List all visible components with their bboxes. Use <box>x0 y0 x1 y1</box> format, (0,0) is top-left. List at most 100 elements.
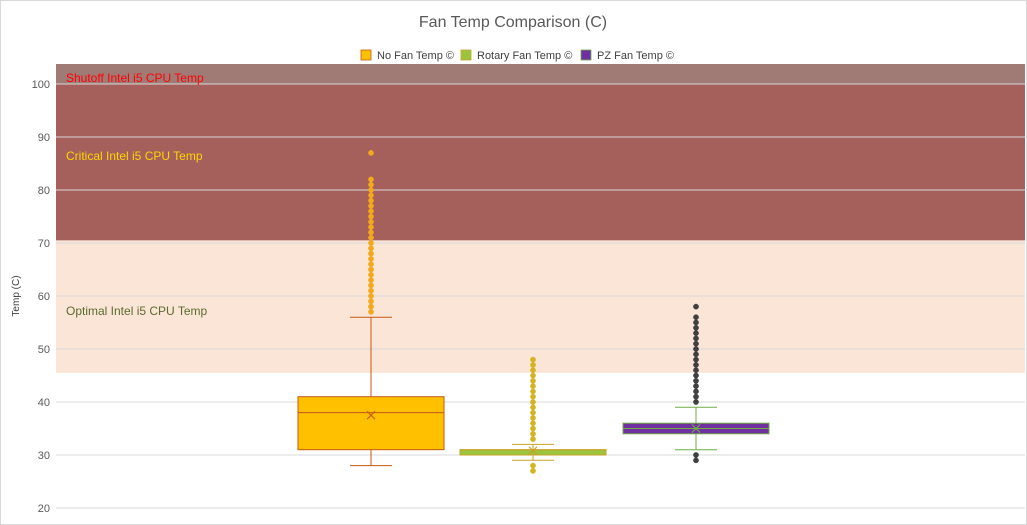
outlier-point <box>693 399 699 405</box>
outlier-point <box>693 372 699 379</box>
outlier-point <box>368 266 374 273</box>
outlier-point <box>530 404 536 411</box>
outlier-point <box>530 420 536 427</box>
band-2 <box>56 64 1025 84</box>
outlier-point <box>693 314 699 321</box>
outlier-point <box>530 399 536 405</box>
outlier-point <box>368 303 374 310</box>
legend: No Fan Temp © Rotary Fan Temp © PZ Fan Tem… <box>360 49 674 62</box>
band-0 <box>56 240 1025 373</box>
outlier-point <box>368 287 374 294</box>
outlier-point <box>530 425 536 432</box>
legend-label-2: PZ Fan Temp © <box>597 50 674 62</box>
y-tick-label-30: 30 <box>38 450 50 462</box>
outlier-point <box>530 383 536 389</box>
outlier-point <box>693 346 699 352</box>
mean-marker <box>366 410 376 420</box>
temperature-bands <box>56 64 1025 373</box>
y-tick-label-60: 60 <box>38 291 50 303</box>
outlier-point <box>368 197 374 204</box>
outlier-point <box>693 383 699 389</box>
legend-label-0: No Fan Temp © <box>377 50 454 62</box>
band-label-0: Optimal Intel i5 CPU Temp <box>66 304 207 318</box>
box-series-2 <box>622 303 770 464</box>
box-series-0 <box>297 150 445 467</box>
outlier-point <box>530 409 536 416</box>
outlier-point <box>530 468 536 474</box>
band-1 <box>56 84 1025 241</box>
outlier-point <box>368 234 374 241</box>
legend-swatch-0 <box>360 49 372 61</box>
outlier-point <box>693 330 699 336</box>
box-series <box>297 150 770 474</box>
outlier-point <box>530 362 536 368</box>
outlier-point <box>368 271 374 278</box>
outlier-point <box>368 256 374 262</box>
outlier-point <box>530 462 536 469</box>
outlier-point <box>368 245 374 252</box>
outlier-point <box>530 367 536 374</box>
legend-swatch-2 <box>580 49 592 61</box>
y-tick-label-20: 20 <box>38 503 50 515</box>
outlier-point <box>693 388 699 395</box>
outlier-point <box>368 192 374 199</box>
outlier-point <box>693 335 699 342</box>
outlier-point <box>368 187 374 193</box>
outlier-point <box>368 229 374 236</box>
outlier-point <box>693 367 699 374</box>
outlier-point <box>368 250 374 257</box>
outlier-point <box>368 203 374 209</box>
mean-marker <box>528 446 538 456</box>
outlier-point <box>368 150 374 156</box>
outlier-point <box>368 240 374 246</box>
outlier-point <box>530 430 536 437</box>
outlier-point <box>693 377 699 384</box>
legend-swatch-1 <box>460 49 472 61</box>
outlier-point <box>530 436 536 442</box>
outlier-point <box>693 351 699 358</box>
box-series-1 <box>459 356 607 474</box>
outlier-point <box>368 261 374 268</box>
y-tick-label-90: 90 <box>38 132 50 144</box>
outlier-point <box>693 362 699 368</box>
outlier-point <box>530 415 536 421</box>
band-label-1: Critical Intel i5 CPU Temp <box>66 149 203 163</box>
outlier-point <box>368 176 374 183</box>
outlier-point <box>368 309 374 315</box>
outlier-point <box>530 393 536 400</box>
outlier-point <box>368 181 374 188</box>
box-body <box>297 396 445 451</box>
outlier-point <box>368 282 374 289</box>
outlier-point <box>368 218 374 225</box>
outlier-point <box>368 298 374 305</box>
mean-marker <box>691 424 701 433</box>
y-tick-label-70: 70 <box>38 238 50 250</box>
outlier-point <box>693 303 699 310</box>
band-label-2: Shutoff Intel i5 CPU Temp <box>66 71 204 85</box>
outlier-point <box>693 324 699 331</box>
outlier-point <box>368 224 374 230</box>
outlier-point <box>693 340 699 347</box>
outlier-point <box>693 452 699 458</box>
outlier-point <box>530 356 536 363</box>
outlier-point <box>530 377 536 384</box>
y-tick-label-40: 40 <box>38 397 50 409</box>
chart-title: Fan Temp Comparison (C) <box>419 14 607 31</box>
outlier-point <box>693 457 699 464</box>
outlier-point <box>368 293 374 299</box>
outlier-point <box>530 388 536 395</box>
outlier-point <box>368 208 374 215</box>
y-axis-label: Temp (C) <box>11 275 22 316</box>
outlier-point <box>693 393 699 400</box>
outlier-point <box>368 277 374 283</box>
y-tick-label-80: 80 <box>38 185 50 197</box>
y-tick-label-100: 100 <box>32 79 50 91</box>
y-tick-label-50: 50 <box>38 344 50 356</box>
y-axis-ticks: 20 30 40 50 60 70 80 90 100 <box>32 79 50 515</box>
outlier-point <box>693 356 699 363</box>
outlier-point <box>693 319 699 326</box>
legend-label-1: Rotary Fan Temp © <box>477 50 572 62</box>
outlier-point <box>530 372 536 379</box>
